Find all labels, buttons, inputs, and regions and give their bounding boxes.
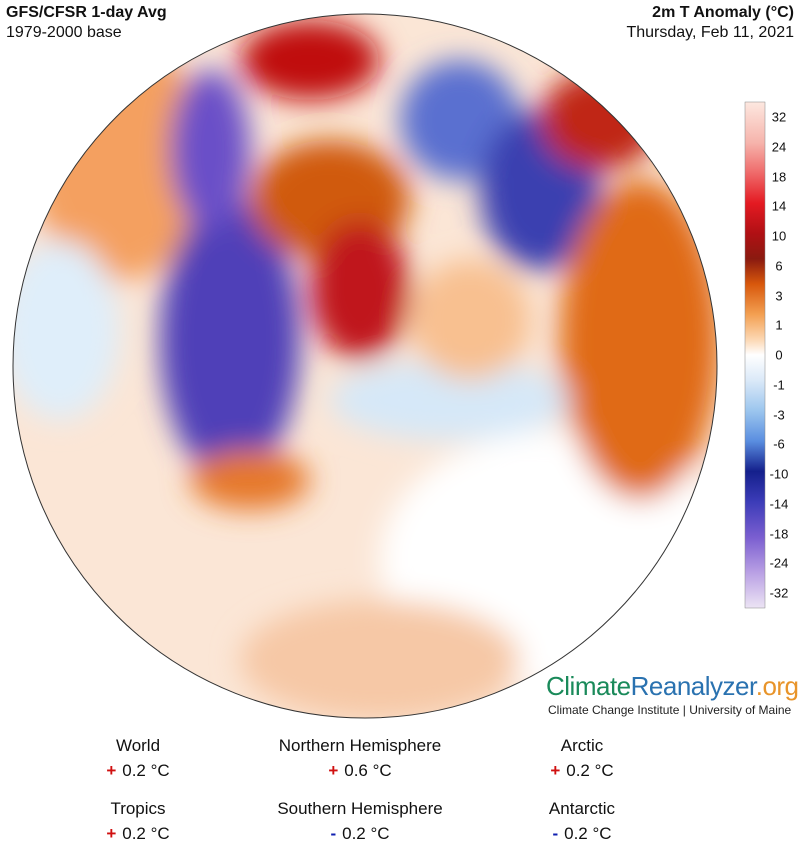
stat-value: +0.6 °C bbox=[240, 761, 480, 781]
legend-label: 32 bbox=[771, 109, 787, 125]
stat-label: Northern Hemisphere bbox=[278, 736, 442, 755]
stat-label: Arctic bbox=[560, 736, 604, 755]
legend-label: 0 bbox=[775, 347, 783, 363]
stat-number: 0.2 °C bbox=[566, 761, 614, 780]
subtitle: 1979-2000 base bbox=[6, 24, 122, 41]
legend-label: 6 bbox=[775, 258, 783, 274]
legend-label: -6 bbox=[773, 436, 785, 452]
legend-label: -24 bbox=[769, 555, 789, 571]
stat-number: 0.2 °C bbox=[122, 824, 170, 843]
stat-sign: + bbox=[328, 761, 339, 780]
logo-part: Reanalyzer bbox=[630, 671, 757, 701]
globe-outline bbox=[12, 13, 718, 719]
legend-label: 3 bbox=[775, 288, 783, 303]
stat-sign: + bbox=[106, 824, 117, 843]
stat-sign: + bbox=[106, 761, 117, 780]
legend-label: -1 bbox=[773, 377, 785, 393]
legend-label: -10 bbox=[769, 466, 789, 482]
stat-label: Tropics bbox=[110, 799, 166, 818]
stat-label: World bbox=[115, 736, 161, 755]
stat-value: -0.2 °C bbox=[240, 824, 480, 844]
logo-part: Climate bbox=[546, 671, 631, 701]
legend-label: -3 bbox=[773, 407, 785, 422]
stat-number: 0.2 °C bbox=[122, 761, 170, 780]
stat-value: +0.2 °C bbox=[462, 761, 702, 781]
stat-number: 0.2 °C bbox=[564, 824, 612, 843]
colorbar bbox=[744, 101, 766, 609]
variable: 2m T Anomaly (°C) bbox=[652, 4, 794, 21]
stat-sign: + bbox=[550, 761, 561, 780]
stat-sign: - bbox=[552, 824, 559, 843]
stat-value: +0.2 °C bbox=[18, 761, 258, 781]
title: GFS/CFSR 1-day Avg bbox=[6, 4, 167, 21]
stat-sign: - bbox=[330, 824, 337, 843]
legend-label: 24 bbox=[771, 139, 787, 155]
date: Thursday, Feb 11, 2021 bbox=[626, 24, 794, 41]
legend-label: -14 bbox=[769, 496, 789, 512]
stat-number: 0.2 °C bbox=[342, 824, 390, 843]
legend-label: 18 bbox=[771, 169, 787, 184]
legend-label: 14 bbox=[771, 198, 787, 214]
legend-label: -18 bbox=[769, 526, 789, 541]
legend-label: -32 bbox=[769, 585, 789, 601]
stat-label: Antarctic bbox=[548, 799, 616, 818]
institution: Climate Change Institute | University of… bbox=[548, 703, 792, 717]
globe bbox=[13, 14, 717, 718]
stat-value: +0.2 °C bbox=[18, 824, 258, 844]
stat-number: 0.6 °C bbox=[344, 761, 392, 780]
logo-part: .org bbox=[755, 671, 799, 701]
legend-label: 1 bbox=[775, 317, 783, 333]
logo: ClimateReanalyzer.org bbox=[546, 671, 799, 702]
legend-label: 10 bbox=[771, 228, 787, 244]
stat-label: Southern Hemisphere bbox=[277, 799, 443, 818]
stat-value: -0.2 °C bbox=[462, 824, 702, 844]
